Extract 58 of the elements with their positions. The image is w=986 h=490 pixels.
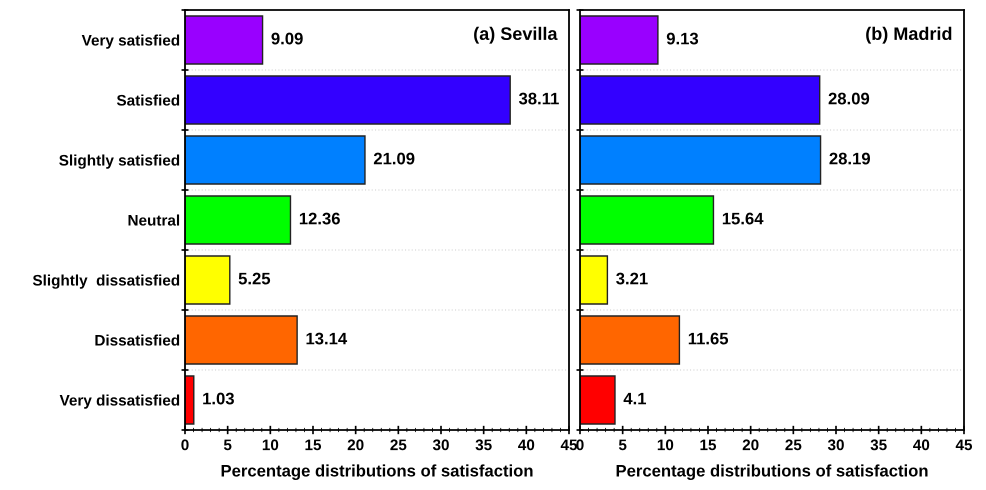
- bar: [185, 15, 264, 65]
- y-tick-label: Very satisfied: [82, 34, 180, 49]
- data-label: 5.25: [238, 272, 270, 284]
- data-label: 11.65: [688, 332, 728, 344]
- text: (a) Sevilla: [474, 26, 558, 44]
- data-label: 9.09: [271, 32, 303, 44]
- bar: [580, 315, 680, 365]
- bar: [185, 195, 292, 245]
- bar: [580, 195, 714, 245]
- x-tick-label: 25: [785, 439, 802, 450]
- x-tick-label: 45: [956, 440, 972, 450]
- y-tick-label: Dissatisfied: [95, 334, 180, 346]
- data-label: 13.14: [306, 332, 348, 344]
- x-tick-label: 10: [658, 439, 674, 450]
- data-label: 15.64: [722, 212, 764, 224]
- data-label: 4.1: [624, 392, 646, 404]
- data-label: 28.09: [828, 92, 870, 104]
- x-axis-title: Percentage distributions of satisfaction: [222, 464, 532, 480]
- x-tick-label: 5: [224, 440, 232, 450]
- x-tick-label: 35: [476, 439, 492, 450]
- data-label: 12.36: [300, 212, 340, 224]
- x-tick-label: 15: [305, 440, 322, 450]
- x-axis-title: Percentage distributions of satisfaction: [616, 464, 928, 480]
- data-label: 28.19: [829, 152, 870, 164]
- bar: [185, 255, 230, 305]
- y-tick-label: Neutral: [128, 214, 180, 226]
- text: (b) Madrid: [866, 26, 952, 44]
- y-tick-label: Slightly dissatisfied: [32, 274, 180, 289]
- data-label: 9.13: [666, 32, 698, 44]
- data-label: 21.09: [374, 152, 414, 164]
- bar: [185, 315, 298, 365]
- x-tick-label: 30: [432, 439, 449, 450]
- x-tick-label: 40: [518, 439, 534, 450]
- x-tick-label: 20: [742, 439, 759, 450]
- y-tick-label: Satisfied: [116, 94, 180, 106]
- x-tick-label: 0: [181, 439, 189, 450]
- x-tick-label: 30: [828, 439, 844, 450]
- x-tick-label: 35: [870, 439, 887, 450]
- x-tick-label: 0: [576, 439, 584, 450]
- x-tick-label: 45: [560, 440, 578, 450]
- bar: [580, 375, 616, 425]
- x-tick-label: 25: [390, 439, 406, 450]
- y-tick-label: Very dissatisfied: [60, 394, 180, 409]
- x-tick-label: 5: [618, 440, 626, 450]
- bar: [580, 135, 822, 185]
- bar: [185, 75, 511, 125]
- data-label: 1.03: [203, 392, 234, 404]
- x-tick-label: 10: [262, 439, 278, 450]
- data-label: 3.21: [616, 272, 648, 284]
- data-label: 38.11: [518, 92, 559, 104]
- bar: [580, 15, 659, 65]
- x-tick-label: 40: [913, 439, 930, 450]
- x-tick-label: 15: [700, 440, 716, 450]
- x-tick-label: 20: [348, 439, 364, 450]
- bar: [185, 135, 366, 185]
- y-tick-label: Slightly satisfied: [59, 154, 180, 169]
- bar: [580, 75, 820, 125]
- bar: [580, 255, 608, 305]
